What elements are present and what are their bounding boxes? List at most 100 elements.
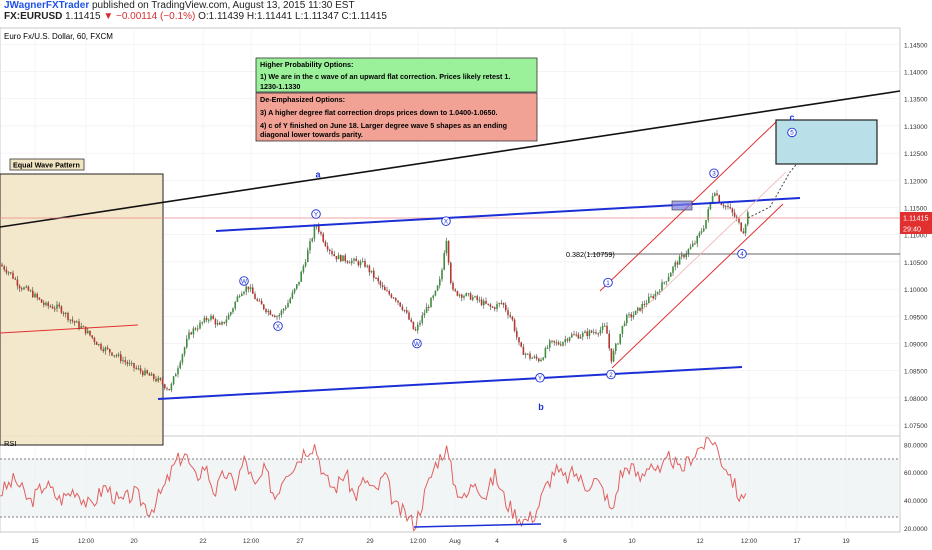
candle-body bbox=[223, 321, 225, 324]
candle-body bbox=[344, 255, 346, 262]
candle-body bbox=[683, 254, 685, 258]
candle-body bbox=[177, 368, 179, 375]
candle-body bbox=[379, 281, 382, 286]
candle-body bbox=[362, 260, 364, 262]
candle-body bbox=[496, 304, 498, 309]
candle-body bbox=[722, 205, 725, 207]
candle-body bbox=[137, 368, 140, 370]
candle-body bbox=[531, 357, 533, 359]
candle-body bbox=[133, 363, 135, 368]
candle-body bbox=[366, 265, 368, 267]
candle-body bbox=[322, 233, 324, 242]
candle-body bbox=[575, 334, 577, 336]
candle-body bbox=[351, 260, 353, 264]
price-tick-label: 1.07500 bbox=[904, 423, 928, 430]
candle-body bbox=[654, 293, 657, 299]
candle-body bbox=[546, 347, 549, 349]
candle-body bbox=[665, 281, 668, 283]
time-tick-label: 19 bbox=[842, 538, 850, 545]
candle-body bbox=[408, 312, 410, 320]
candle-body bbox=[608, 333, 610, 349]
wave-circle bbox=[239, 276, 249, 286]
rsi-title: RSI bbox=[4, 439, 17, 448]
time-tick-label: 22 bbox=[199, 538, 207, 545]
time-tick-label: 10 bbox=[628, 538, 636, 545]
price-tick-label: 1.14000 bbox=[904, 70, 928, 77]
candle-body bbox=[450, 262, 452, 283]
candle-body bbox=[694, 243, 696, 245]
candle-body bbox=[311, 238, 313, 242]
candle-body bbox=[397, 300, 399, 303]
candle-body bbox=[703, 228, 705, 232]
candle-body bbox=[579, 336, 582, 339]
price-chart[interactable]: 1.14500 1.14000 1.13500 1.13000 1.12500 1.120… bbox=[0, 22, 932, 550]
wave-circle-label: W bbox=[414, 341, 420, 348]
candle-body bbox=[476, 296, 478, 301]
candle-body bbox=[527, 353, 529, 355]
candle-body bbox=[76, 321, 78, 323]
candle-body bbox=[410, 319, 412, 322]
rsi-divergence-line bbox=[413, 523, 542, 528]
candle-body bbox=[368, 265, 371, 273]
wave-circle-label: 5 bbox=[790, 130, 794, 137]
candle-body bbox=[661, 282, 663, 292]
candle-body bbox=[348, 262, 351, 264]
wave-circle bbox=[709, 168, 719, 178]
candle-body bbox=[291, 292, 294, 299]
candle-body bbox=[318, 225, 320, 232]
candle-body bbox=[560, 344, 562, 346]
pattern-red-line bbox=[0, 324, 139, 334]
candle-body bbox=[672, 266, 674, 273]
candle-body bbox=[652, 296, 654, 299]
candle-body bbox=[716, 193, 718, 196]
last-price-tag bbox=[900, 212, 932, 223]
candle-body bbox=[353, 258, 355, 261]
candle-body bbox=[47, 302, 49, 307]
red-note-line3: diagonal lower towards parity. bbox=[260, 130, 363, 139]
price-tick-label: 1.12500 bbox=[904, 151, 928, 158]
candle-body bbox=[256, 299, 258, 301]
candle-body bbox=[175, 374, 177, 377]
candle-body bbox=[131, 363, 133, 365]
wave-circle bbox=[787, 127, 797, 138]
candle-body bbox=[7, 272, 10, 274]
candle-body bbox=[557, 342, 560, 345]
price-tick-label: 1.13500 bbox=[904, 97, 928, 104]
candle-body bbox=[3, 266, 5, 270]
candle-body bbox=[377, 277, 379, 282]
candle-body bbox=[626, 314, 628, 324]
candle-body bbox=[355, 258, 357, 262]
countdown-tag bbox=[900, 223, 932, 234]
candle-body bbox=[681, 254, 683, 257]
wave-circle bbox=[273, 321, 283, 331]
candle-body bbox=[201, 322, 203, 324]
wave-label: b bbox=[538, 402, 544, 412]
candle-body bbox=[656, 291, 659, 294]
rsi-tick-label: 80.0000 bbox=[904, 442, 928, 449]
candle-body bbox=[289, 298, 291, 303]
candle-body bbox=[381, 285, 384, 287]
candle-body bbox=[104, 347, 107, 352]
candle-body bbox=[1, 264, 3, 267]
author-link[interactable]: JWagnerFXTrader bbox=[4, 0, 90, 11]
candle-body bbox=[172, 376, 175, 384]
candle-body bbox=[364, 260, 366, 267]
candle-body bbox=[168, 388, 170, 391]
candle-body bbox=[707, 209, 709, 221]
candle-body bbox=[276, 316, 278, 318]
candle-body bbox=[509, 315, 511, 317]
candle-body bbox=[98, 344, 100, 346]
time-tick-label: 4 bbox=[495, 538, 499, 545]
price-label: 1.11415 bbox=[65, 11, 101, 22]
time-tick-label: 6 bbox=[563, 538, 567, 545]
candle-body bbox=[23, 287, 25, 290]
candle-body bbox=[337, 255, 340, 260]
price-tick-label: 1.08500 bbox=[904, 369, 928, 376]
candle-body bbox=[232, 308, 234, 313]
candle-body bbox=[43, 302, 45, 305]
candle-body bbox=[124, 360, 126, 363]
ohlc-label: O:1.11439 H:1.11441 L:1.11347 C:1.11415 bbox=[198, 11, 387, 22]
candle-body bbox=[621, 325, 624, 334]
equal-wave-box bbox=[0, 173, 164, 446]
candle-body bbox=[159, 377, 162, 380]
